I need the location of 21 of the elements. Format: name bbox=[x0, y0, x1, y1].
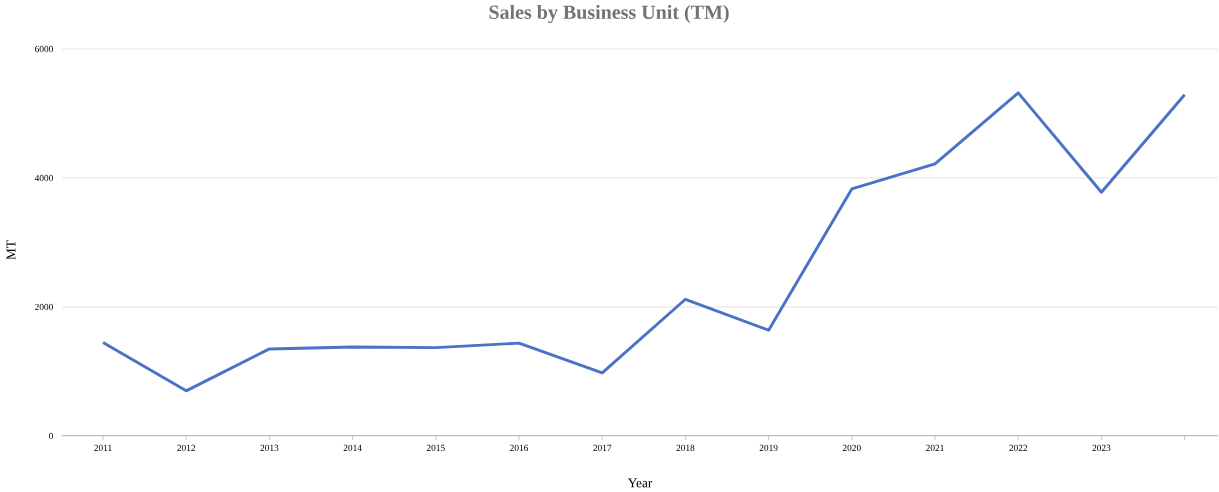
x-tick-label: 2020 bbox=[842, 444, 861, 452]
x-tick-label: 2017 bbox=[593, 444, 612, 452]
y-tick-label: 0 bbox=[48, 432, 53, 440]
x-tick-label: 2014 bbox=[343, 444, 362, 452]
x-tick-label: 2023 bbox=[1092, 444, 1111, 452]
x-tick-label: 2021 bbox=[926, 444, 944, 452]
x-tick-label: 2015 bbox=[426, 444, 445, 452]
x-tick-label: 2019 bbox=[759, 444, 778, 452]
y-axis-title: MT bbox=[6, 240, 16, 260]
y-tick-label: 6000 bbox=[35, 45, 53, 53]
x-tick-label: 2016 bbox=[510, 444, 529, 452]
x-tick-label: 2013 bbox=[260, 444, 279, 452]
x-axis-title: Year bbox=[627, 478, 653, 488]
x-tick-label: 2018 bbox=[676, 444, 695, 452]
y-tick-label: 2000 bbox=[35, 303, 53, 311]
chart-title: Sales by Business Unit (TM) bbox=[489, 4, 729, 24]
y-tick-label: 4000 bbox=[34, 174, 53, 182]
line-series bbox=[101, 91, 1187, 393]
x-tick-label: 2011 bbox=[94, 444, 112, 452]
x-tick-label: 2012 bbox=[177, 444, 196, 452]
x-tick-label: 2022 bbox=[1009, 444, 1028, 452]
